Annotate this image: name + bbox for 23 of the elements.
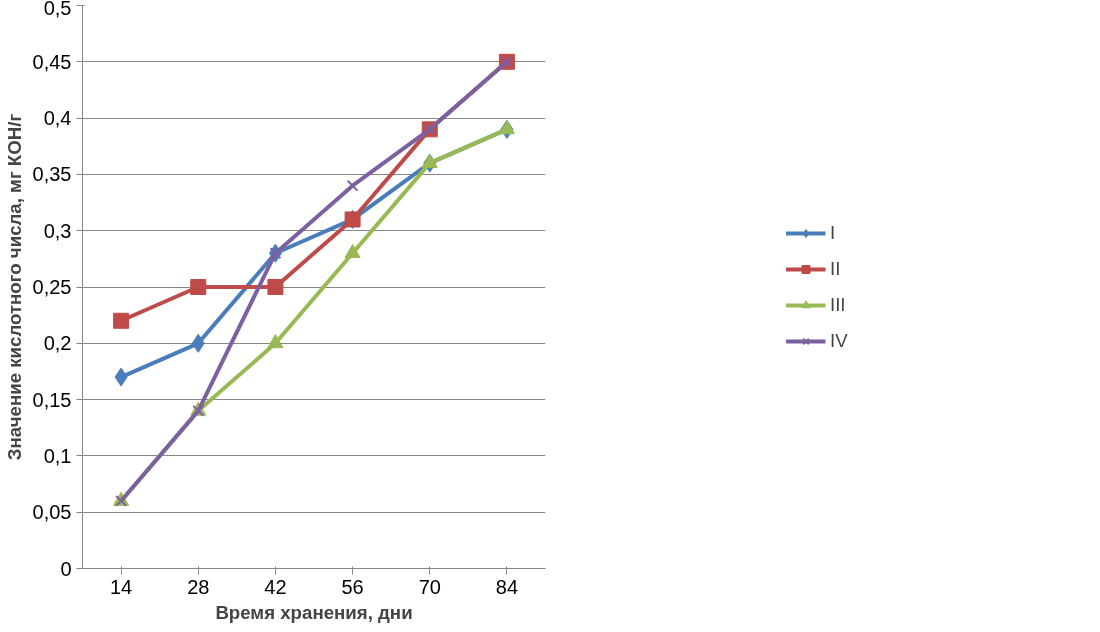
x-axis-title: Время хранения, дни	[215, 601, 413, 623]
x-tick-label: 56	[341, 575, 364, 598]
legend-label: IV	[830, 329, 849, 352]
x-tick-label: 28	[187, 575, 210, 598]
x-tick-label: 14	[109, 575, 133, 598]
y-tick-label: 0,35	[32, 163, 72, 186]
y-tick-label: 0,4	[43, 107, 72, 130]
y-tick-label: 0,5	[43, 0, 72, 19]
y-axis-title: Значение кислотного числа, мг КОН/г	[3, 113, 25, 461]
y-tick-label: 0,05	[32, 501, 72, 524]
y-tick-label: 0,3	[43, 219, 72, 242]
y-tick-label: 0,2	[43, 332, 72, 355]
x-tick-label: 70	[418, 575, 441, 598]
legend-label: I	[830, 221, 837, 244]
y-tick-label: 0,15	[32, 388, 72, 411]
x-tick-label: 84	[495, 575, 519, 598]
legend-label: III	[830, 293, 847, 316]
legend-label: II	[830, 257, 842, 280]
y-tick-label: 0,45	[32, 50, 72, 73]
x-tick-label: 42	[264, 575, 287, 598]
y-tick-label: 0	[60, 557, 72, 580]
y-tick-label: 0,25	[32, 276, 72, 298]
y-tick-label: 0,1	[43, 444, 72, 467]
